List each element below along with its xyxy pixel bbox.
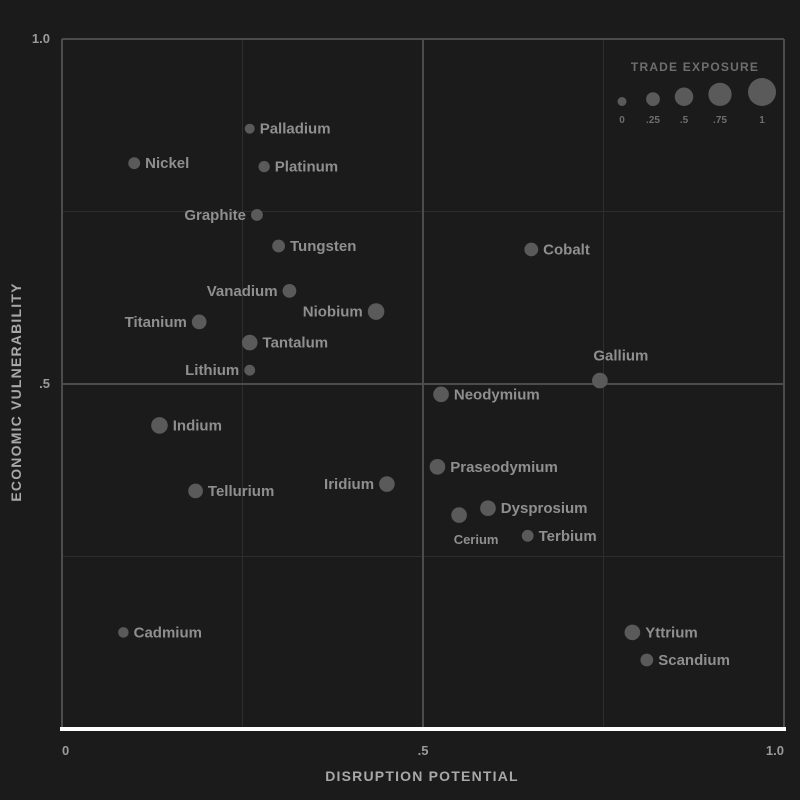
data-point-palladium: Palladium <box>244 121 331 138</box>
y-tick-label: .5 <box>39 376 50 391</box>
point-marker <box>480 500 496 517</box>
point-label: Nickel <box>145 155 189 172</box>
point-marker <box>451 507 467 523</box>
data-point-terbium: Terbium <box>521 528 597 545</box>
point-marker <box>258 161 270 173</box>
point-marker <box>640 653 654 667</box>
point-label: Niobium <box>303 304 363 321</box>
x-tick-label: 0 <box>62 743 69 758</box>
data-point-cerium: Cerium <box>451 507 498 547</box>
legend-size-circle <box>748 78 776 106</box>
point-marker <box>592 372 608 389</box>
point-label: Gallium <box>593 348 648 365</box>
point-label: Platinum <box>275 159 338 176</box>
legend-size-circle <box>708 82 732 106</box>
legend-size-label: .5 <box>680 115 689 126</box>
plot-frame <box>60 38 786 731</box>
data-point-tantalum: Tantalum <box>241 334 329 352</box>
legend-size-label: 0 <box>619 115 625 126</box>
data-point-tellurium: Tellurium <box>188 483 274 500</box>
x-tick-label: 1.0 <box>766 743 784 758</box>
x-axis-title: DISRUPTION POTENTIAL <box>325 768 519 784</box>
point-marker <box>128 157 141 170</box>
data-point-niobium: Niobium <box>303 303 385 321</box>
point-label: Scandium <box>658 652 730 669</box>
point-marker <box>624 624 641 641</box>
point-marker <box>282 283 297 298</box>
legend-title: TRADE EXPOSURE <box>631 60 759 74</box>
legend: TRADE EXPOSURE 0 .25 .5 .75 1 <box>617 60 776 126</box>
point-label: Tantalum <box>263 335 329 352</box>
data-point-gallium: Gallium <box>592 348 648 389</box>
data-point-platinum: Platinum <box>258 159 338 176</box>
data-point-titanium: Titanium <box>125 314 207 331</box>
point-label: Terbium <box>539 528 597 545</box>
point-marker <box>191 314 207 330</box>
point-marker <box>244 364 256 376</box>
point-label: Cobalt <box>543 241 590 258</box>
point-marker <box>379 476 395 492</box>
legend-size-circle <box>617 97 627 106</box>
data-point-cadmium: Cadmium <box>118 624 202 641</box>
point-marker <box>251 209 263 221</box>
point-label: Indium <box>173 417 222 434</box>
point-marker <box>524 242 539 257</box>
data-point-dysprosium: Dysprosium <box>480 500 588 517</box>
point-marker <box>151 417 168 434</box>
point-label: Dysprosium <box>501 500 588 517</box>
point-label: Iridium <box>324 476 374 493</box>
legend-size-circle <box>646 92 660 106</box>
x-tick-label: .5 <box>418 743 429 758</box>
point-label: Lithium <box>185 362 239 379</box>
point-marker <box>367 303 385 320</box>
point-marker <box>118 627 129 638</box>
data-point-scandium: Scandium <box>640 652 730 669</box>
point-label: Vanadium <box>207 283 278 300</box>
point-label: Neodymium <box>454 386 540 403</box>
legend-size-label: .75 <box>713 115 727 126</box>
data-point-nickel: Nickel <box>128 155 189 172</box>
point-marker <box>272 239 285 253</box>
legend-size-label: 1 <box>759 115 765 126</box>
point-label: Praseodymium <box>450 459 558 476</box>
data-point-vanadium: Vanadium <box>207 283 297 300</box>
data-point-praseodymium: Praseodymium <box>429 458 558 476</box>
data-point-cobalt: Cobalt <box>524 241 590 258</box>
point-marker <box>433 386 449 403</box>
point-label: Titanium <box>125 314 187 331</box>
point-marker <box>244 123 255 134</box>
point-marker <box>188 483 203 499</box>
y-tick-label: 1.0 <box>32 31 50 46</box>
data-point-yttrium: Yttrium <box>624 624 698 641</box>
point-marker <box>521 529 534 542</box>
legend-size-circle <box>674 87 694 106</box>
y-axis-title: ECONOMIC VULNERABILITY <box>8 282 24 501</box>
point-label: Tungsten <box>290 238 356 255</box>
data-points: Palladium Nickel Platinum Graphite Tungsten C… <box>118 121 730 669</box>
data-point-lithium: Lithium <box>185 362 256 379</box>
data-point-tungsten: Tungsten <box>272 238 356 255</box>
point-marker <box>241 334 258 351</box>
point-label: Graphite <box>184 207 246 224</box>
point-label: Yttrium <box>645 624 698 641</box>
point-marker <box>429 458 446 475</box>
point-label: Tellurium <box>208 483 274 500</box>
axis-ticks: 0 .5 1.0 1.0 .5 <box>32 31 784 758</box>
point-label: Cadmium <box>134 624 202 641</box>
legend-size-label: .25 <box>646 115 660 126</box>
point-label: Cerium <box>454 532 499 547</box>
data-point-graphite: Graphite <box>184 207 263 224</box>
point-label: Palladium <box>260 121 331 138</box>
data-point-iridium: Iridium <box>324 476 395 493</box>
data-point-neodymium: Neodymium <box>433 386 540 403</box>
data-point-indium: Indium <box>151 417 222 434</box>
